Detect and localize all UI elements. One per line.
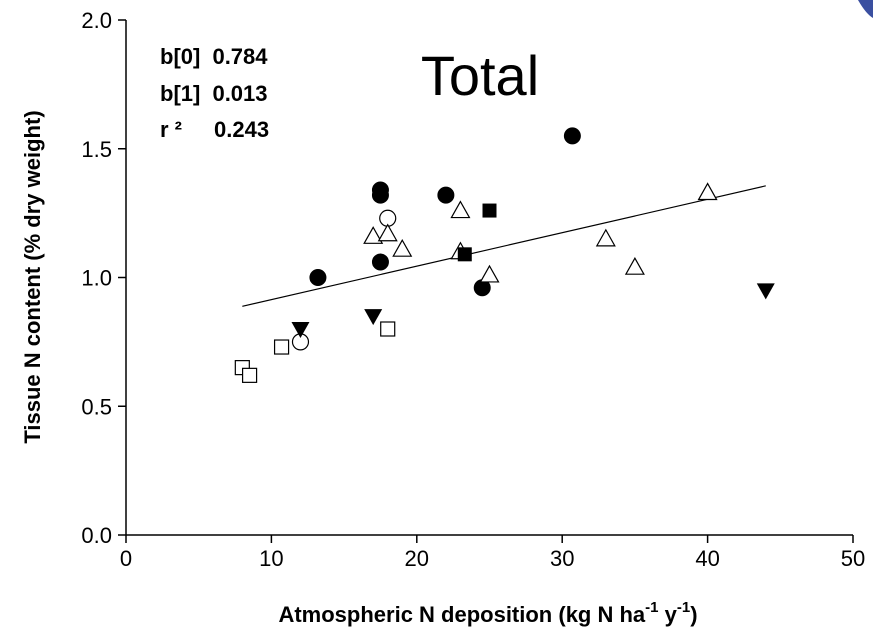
x-axis-label-close: ) bbox=[690, 602, 697, 627]
y-tick-label: 0.5 bbox=[81, 394, 112, 419]
point-filled-triangle-down bbox=[364, 309, 383, 326]
chart-title: Total bbox=[421, 44, 539, 107]
stat-b0: b[0] 0.784 bbox=[160, 44, 268, 69]
x-axis-label-sup1: -1 bbox=[645, 599, 658, 616]
corner-accent-shape bbox=[858, 0, 873, 18]
x-axis-label-sup2: -1 bbox=[677, 599, 690, 616]
point-open-triangle bbox=[377, 223, 398, 242]
point-open-triangle bbox=[697, 182, 718, 201]
point-filled-square bbox=[457, 247, 472, 262]
x-tick-label: 30 bbox=[550, 546, 574, 571]
point-open-triangle bbox=[450, 200, 471, 219]
regression-line bbox=[242, 185, 766, 307]
stat-r2: r ² 0.243 bbox=[160, 117, 269, 142]
point-filled-triangle-down bbox=[291, 322, 310, 338]
x-tick-label: 10 bbox=[259, 546, 283, 571]
stat-r2-label: r ² bbox=[160, 117, 182, 142]
stat-b1: b[1] 0.013 bbox=[160, 81, 268, 106]
x-tick-label: 40 bbox=[695, 546, 719, 571]
x-tick-label: 20 bbox=[405, 546, 429, 571]
point-filled-circle bbox=[371, 253, 389, 271]
point-filled-square bbox=[482, 203, 497, 218]
point-open-triangle bbox=[624, 256, 645, 275]
x-tick-label: 0 bbox=[120, 546, 132, 571]
y-tick-label: 0.0 bbox=[81, 523, 112, 548]
point-open-triangle bbox=[595, 228, 616, 247]
stat-b1-label: b[1] bbox=[160, 81, 200, 106]
point-open-triangle bbox=[392, 238, 413, 257]
stat-b1-value: 0.013 bbox=[212, 81, 267, 106]
y-tick-label: 1.5 bbox=[81, 137, 112, 162]
point-filled-circle bbox=[371, 181, 389, 199]
point-open-square bbox=[241, 367, 258, 383]
y-axis-label: Tissue N content (% dry weight) bbox=[20, 110, 45, 443]
stat-b0-value: 0.784 bbox=[212, 44, 268, 69]
x-axis-label-main: Atmospheric N deposition (kg N ha bbox=[278, 602, 645, 627]
y-tick-label: 1.0 bbox=[81, 266, 112, 291]
point-filled-triangle-down bbox=[756, 283, 775, 300]
x-tick-label: 50 bbox=[841, 546, 865, 571]
stat-b0-label: b[0] bbox=[160, 44, 200, 69]
point-filled-circle bbox=[309, 269, 327, 286]
x-axis-label-y: y bbox=[659, 602, 678, 627]
stat-r2-value: 0.243 bbox=[214, 117, 269, 142]
y-tick-label: 2.0 bbox=[81, 8, 112, 33]
x-axis-label: Atmospheric N deposition (kg N ha-1 y-1) bbox=[278, 599, 697, 627]
point-filled-circle bbox=[437, 186, 455, 204]
point-open-triangle bbox=[479, 264, 500, 283]
point-filled-circle bbox=[563, 127, 581, 145]
point-open-square bbox=[380, 321, 396, 337]
point-open-triangle bbox=[363, 226, 384, 244]
point-open-square bbox=[273, 339, 290, 355]
